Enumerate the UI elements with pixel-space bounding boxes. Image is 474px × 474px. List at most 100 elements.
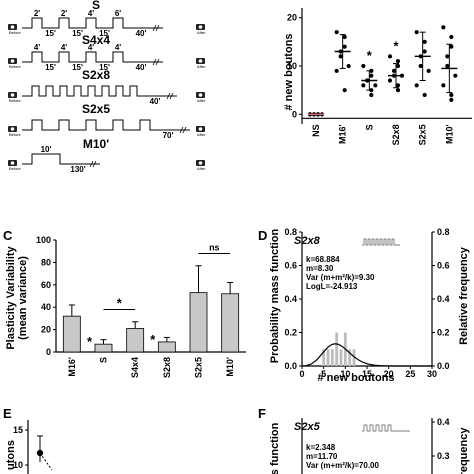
panel-b-data-point [414,30,419,35]
panel-b-data-point [387,78,393,83]
panel-b-data-point [414,83,419,88]
panel-c-ytick-label: 40 [41,302,51,312]
protocol-name: S2x5 [82,102,110,116]
panel-b-category-label: S2x8 [391,124,401,145]
camera-after-lens [198,93,203,97]
panel-f-right-tick-label: 0.3 [437,451,450,461]
panel-b-data-point [449,44,454,49]
panel-e-letter: E [3,406,12,421]
axis-break [179,126,187,134]
panel-c-ylabel2: (mean variance) [17,256,29,340]
panel-d-x-tick-label: 25 [405,369,415,379]
panel-b-data-point [346,63,351,69]
camera-after-label: After [197,30,206,35]
panel-f-right-tick-label: 0.4 [437,417,450,427]
protocol-name: S4x4 [82,33,110,47]
panel-c-category-label: S4x4 [130,357,140,378]
protocol-name: S [92,0,100,12]
panel-e: E utons 15 10 [3,406,53,474]
panel-d-stat: Var (m+m²/k)=9.30 [306,273,375,282]
panel-b-category-label: NS [311,124,321,137]
pulse-duration: 2' [61,9,67,18]
panel-b-data-point [387,54,393,59]
camera-after-lens [198,59,203,63]
camera-after-lens [198,127,203,131]
panel-d-x-tick-label: 30 [427,369,437,379]
stimulus-trace [22,153,100,165]
panel-c-bar [94,343,113,353]
panel-d-stat: m=8.30 [306,264,334,273]
panel-c-ytick-label: 100 [36,235,51,245]
end-duration: 130' [70,165,85,174]
panel-d-x-tick-label: 0 [299,369,304,379]
stimulus-trace [22,17,163,29]
panel-d-right-tick-label: 0.0 [437,361,450,371]
panel-c-category-label: M16' [67,357,77,377]
panel-b-data-point [449,97,454,102]
gap-duration: 15' [45,29,56,38]
pulse-duration: 6' [115,9,121,18]
duration-label: 10' [41,145,52,154]
panel-b-category-label: S [364,124,374,130]
panel-d-right-tick-label: 0.6 [437,261,450,271]
panel-e-trend-line [39,452,53,471]
end-duration: 40' [150,97,161,106]
panel-b-data-point [395,88,401,93]
stimulus-trace [22,119,190,131]
panel-c-letter: C [3,228,13,243]
panel-b-data-point [453,73,458,78]
axis-break [89,160,97,168]
camera-before-label: Before [9,166,22,171]
camera-before-label: Before [9,30,22,35]
panel-b-data-point [361,83,366,88]
stimulus-trace [22,85,177,97]
panel-c-bar-chart: C Plasticity Variability (mean variance)… [3,228,246,378]
panel-b-data-point [422,39,427,44]
end-duration: 40' [136,63,147,72]
panel-b-scatter: # new boutons 0 10 20 NS M16' S * S2x8 * S2x5 M10' [283,8,472,145]
panel-b-category-label: S2x5 [418,124,428,145]
camera-before-lens [10,93,15,97]
panel-b-data-point [395,59,401,64]
panel-d-ylabel-left: Probability mass function [269,228,281,363]
panel-c-bar [157,341,176,353]
panel-d-left-tick-label: 0.8 [284,227,297,237]
gap-duration: 15' [99,29,110,38]
panel-c-bar-star: * [87,334,93,349]
panel-d-ylabel-right: Relative frequency [458,246,470,345]
camera-after-label: After [197,64,206,69]
panel-d-x-tick-label: 10 [340,369,350,379]
panel-d-x-tick-label: 15 [362,369,372,379]
panel-d-histogram-bar [322,349,326,366]
panel-b-data-point [445,63,450,69]
gap-duration: 15' [72,63,83,72]
panel-b-data-point [422,92,427,98]
camera-before-lens [10,161,15,165]
panel-b-data-point [395,63,401,69]
panel-b-data-point [441,83,446,88]
panel-d-histogram-bar [352,349,356,366]
panel-b-significance-star: * [367,48,373,63]
protocol-name: S2x8 [82,68,110,82]
panel-d-histogram-bar [330,349,334,366]
panel-c-category-label: S2x8 [162,357,172,378]
panel-c-ytick-label: 80 [41,257,51,267]
panel-b-data-point [449,92,454,98]
panel-f-stat: m=11.70 [306,452,338,461]
panel-b-data-point [373,83,378,88]
panel-a-protocols: S Before 2' 15' 2' 15' 4' 15' 6' 40' After S4x4 Befo… [8,0,206,174]
panel-c-bar [126,328,145,353]
camera-after-label: After [197,132,206,137]
panel-b-category-label: M16' [338,124,348,144]
gap-duration: 15' [45,63,56,72]
pulse-duration: 4' [61,43,67,52]
panel-c-ylabel: Plasticity Variability [5,245,17,349]
panel-c-bar [189,292,208,353]
gap-duration: 15' [99,63,110,72]
panel-b-ytick-label: 0 [292,109,297,119]
panel-b-data-point [391,68,397,73]
panel-d-left-tick-label: 0.2 [284,328,297,338]
camera-after-label: After [197,98,206,103]
panel-c-category-label: S [99,357,109,363]
panel-d-distribution: D S2x8 Probability mass function Relativ… [258,227,470,384]
